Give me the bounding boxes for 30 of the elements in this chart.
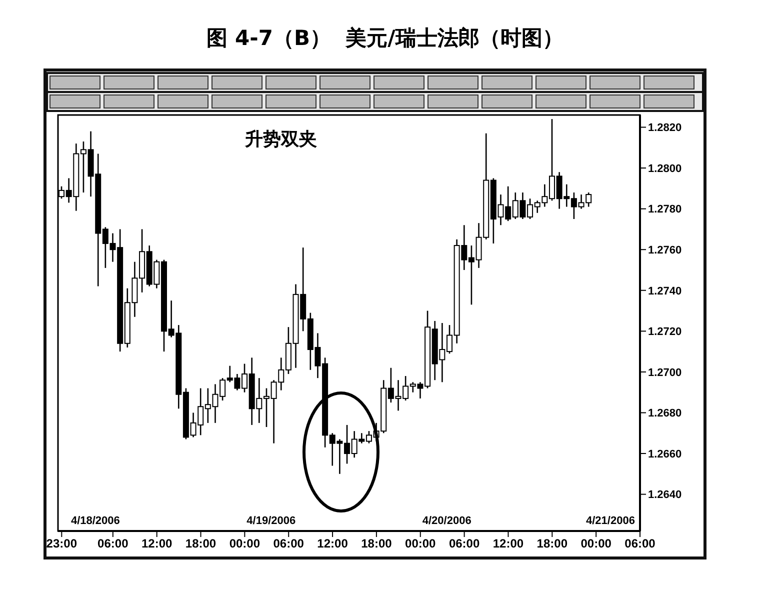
y-tick-label: 1.2700 (648, 366, 682, 379)
y-tick-label: 1.2720 (648, 326, 682, 338)
x-tick-label: 00:00 (405, 536, 436, 551)
annotation: 4/21/2006 (586, 515, 635, 527)
x-tick-label: 06:00 (273, 536, 304, 551)
x-tick-label: 00:00 (580, 536, 612, 551)
annotation: 4/20/2006 (422, 515, 472, 527)
x-tick-label: 12:00 (141, 536, 172, 551)
x-tick-label: 06:00 (448, 536, 480, 551)
y-tick-label: 1.2640 (648, 489, 682, 502)
annotation: 4/18/2006 (70, 515, 120, 527)
y-tick-label: 1.2760 (648, 244, 682, 256)
x-tick-label: 06:00 (98, 536, 129, 551)
y-tick-label: 1.2740 (648, 285, 682, 298)
y-tick-label: 1.2820 (648, 122, 682, 134)
x-tick-label: 18:00 (361, 536, 392, 551)
x-tick-label: 12:00 (317, 536, 348, 551)
x-tick-label: 12:00 (492, 536, 524, 551)
y-tick-label: 1.2780 (648, 204, 682, 216)
x-tick-label: 18:00 (185, 536, 216, 551)
chart-title: 图 4-7（B） 美元/瑞士法郎（时图） (206, 25, 564, 52)
x-tick-label: 06:00 (624, 536, 656, 551)
x-tick-label: 23:00 (46, 536, 78, 551)
x-tick-label: 00:00 (229, 536, 260, 551)
annotation: 升势双夹 (245, 128, 317, 151)
x-tick-label: 18:00 (536, 536, 568, 551)
annotation: 4/19/2006 (246, 515, 296, 527)
y-tick-label: 1.2800 (648, 162, 682, 175)
y-tick-label: 1.2660 (648, 448, 682, 460)
y-tick-label: 1.2680 (648, 408, 682, 420)
